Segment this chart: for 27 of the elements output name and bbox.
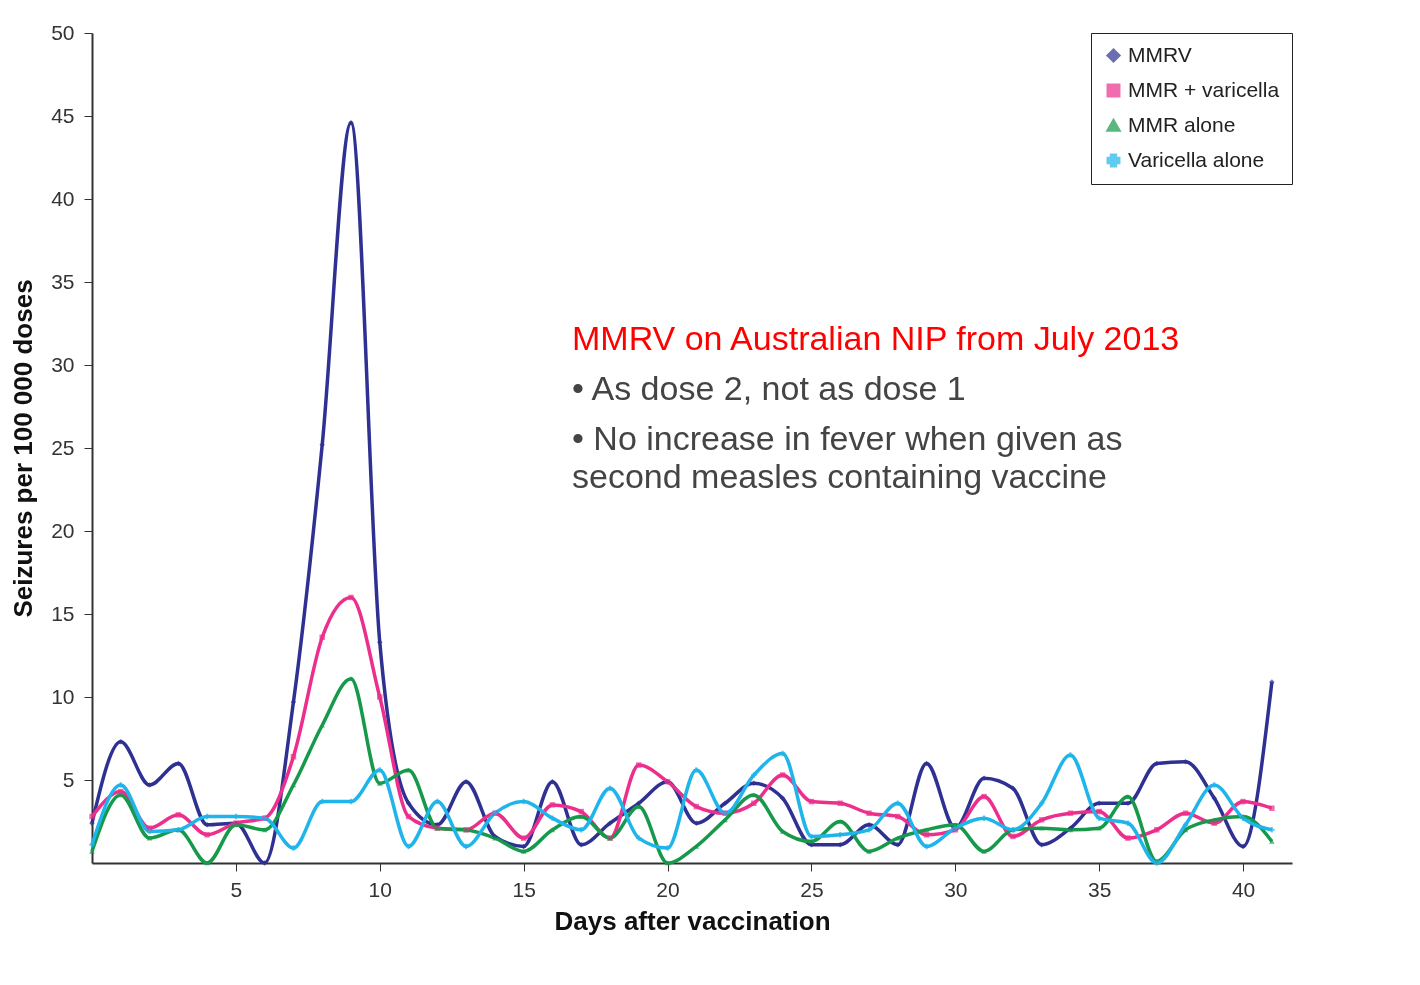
y-tick-label: 25 — [51, 435, 75, 459]
x-tick-label: 25 — [800, 877, 824, 901]
legend-label: Varicella alone — [1128, 147, 1265, 171]
x-tick-label: 5 — [230, 877, 243, 901]
x-axis-title: Days after vaccination — [554, 905, 831, 936]
y-tick-label: 30 — [51, 352, 75, 376]
y-tick-label: 10 — [51, 684, 75, 708]
y-tick-label: 50 — [51, 20, 75, 44]
y-tick-label: 15 — [51, 601, 75, 625]
y-tick-label: 5 — [62, 767, 75, 791]
x-tick-label: 15 — [512, 877, 536, 901]
legend-label: MMR alone — [1128, 112, 1236, 136]
annotation: • As dose 2, not as dose 1 — [572, 369, 966, 407]
x-tick-label: 10 — [368, 877, 392, 901]
y-tick-label: 40 — [51, 186, 75, 210]
annotation: MMRV on Australian NIP from July 2013 — [572, 319, 1180, 357]
legend-label: MMR + varicella — [1128, 77, 1280, 101]
legend-label: MMRV — [1128, 42, 1192, 66]
y-tick-label: 35 — [51, 269, 75, 293]
x-tick-label: 20 — [656, 877, 680, 901]
x-tick-label: 40 — [1231, 877, 1256, 901]
x-tick-label: 35 — [1088, 877, 1112, 901]
x-tick-label: 30 — [944, 877, 968, 901]
y-axis-title: Seizures per 100 000 doses — [8, 279, 39, 618]
annotation: • No increase in fever when given as second measles containing vaccine — [572, 419, 1123, 495]
y-tick-label: 20 — [51, 518, 75, 542]
y-tick-label: 45 — [51, 103, 75, 127]
